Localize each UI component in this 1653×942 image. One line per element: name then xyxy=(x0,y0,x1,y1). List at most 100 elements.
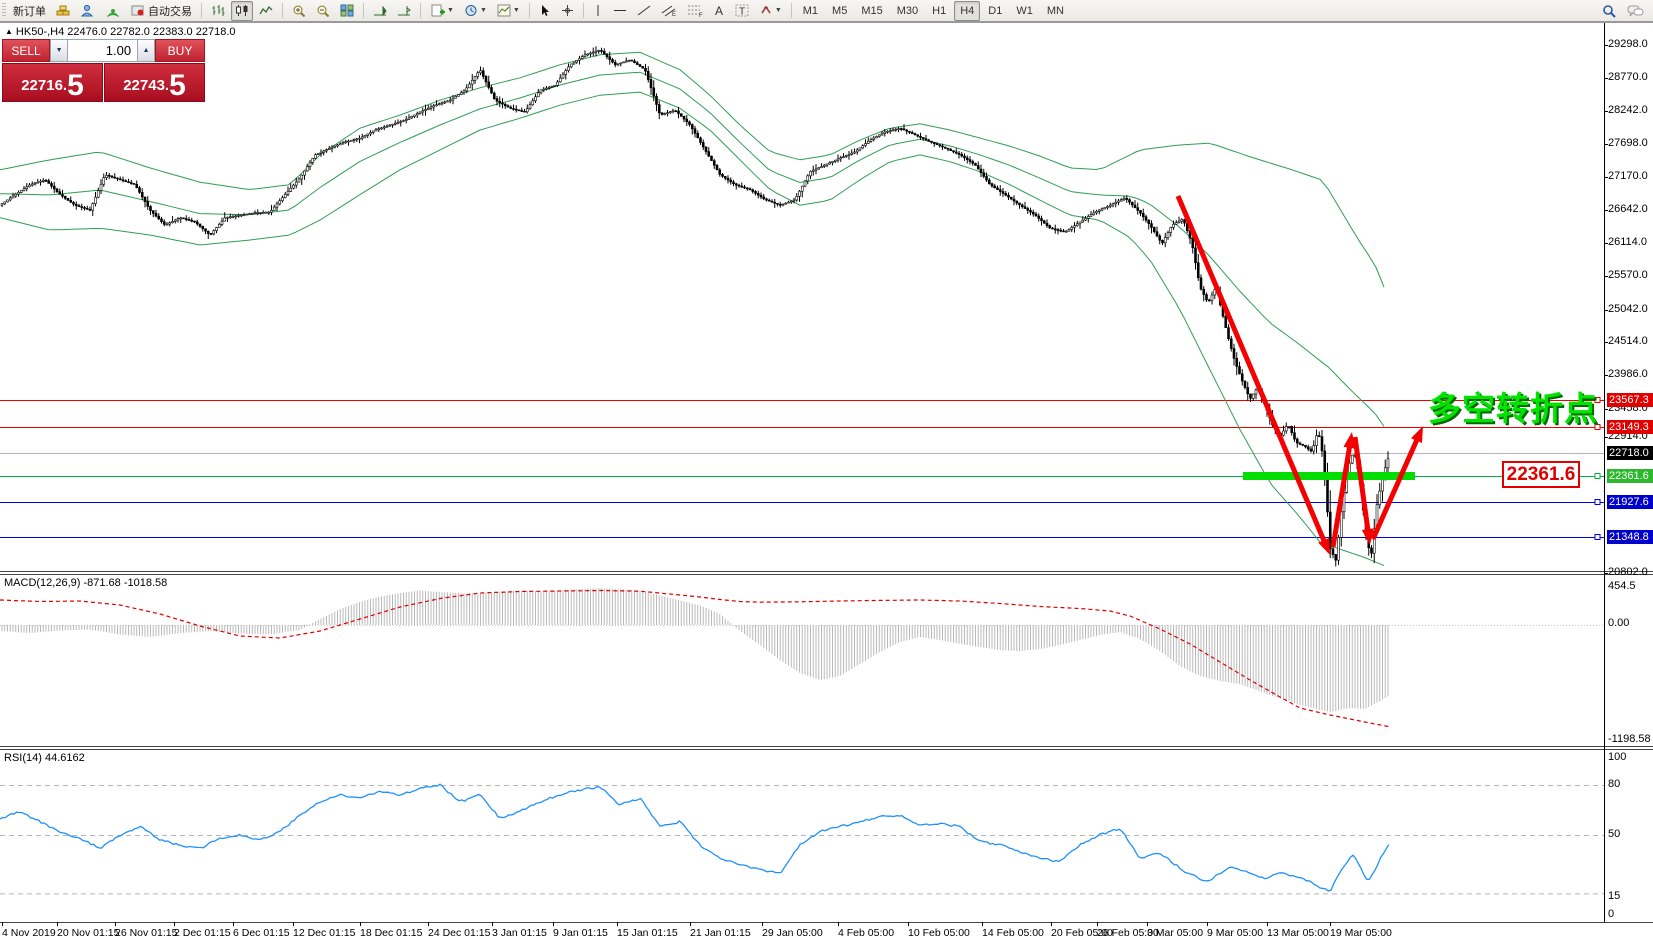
sell-price-panel[interactable]: 22716. 5 xyxy=(2,63,103,102)
price-tick-label: 26642.0 xyxy=(1608,203,1648,215)
chat-icon[interactable] xyxy=(1623,1,1648,21)
date-axis-label: 26 Feb 05:00 xyxy=(1097,927,1159,939)
timeframe-h1[interactable]: H1 xyxy=(932,4,947,17)
price-tick-label: 29298.0 xyxy=(1608,38,1648,50)
timeframe-d1[interactable]: D1 xyxy=(988,4,1003,17)
rsi-axis-label: 100 xyxy=(1608,751,1627,763)
templates-icon[interactable]: ▼ xyxy=(493,1,524,21)
price-callout-box[interactable]: 22361.6 xyxy=(1502,461,1580,488)
collapse-marker-icon[interactable]: ▲ xyxy=(5,27,13,36)
rsi-axis-label: 50 xyxy=(1608,828,1621,840)
line-chart-icon[interactable] xyxy=(255,1,277,21)
bar-chart-icon[interactable] xyxy=(207,1,229,21)
svg-text:E: E xyxy=(672,12,676,17)
date-axis-label: 19 Mar 05:00 xyxy=(1330,927,1392,939)
channel-icon[interactable]: E xyxy=(657,1,681,21)
svg-text:F: F xyxy=(699,13,703,17)
text-icon[interactable]: A xyxy=(709,1,729,21)
macd-axis-label: 0.00 xyxy=(1608,617,1630,629)
cursor-icon[interactable] xyxy=(535,1,555,21)
fibonacci-icon[interactable]: F xyxy=(683,1,707,21)
timeframe-m5[interactable]: M5 xyxy=(832,4,848,17)
add-indicator-icon[interactable]: ▼ xyxy=(426,1,458,21)
toolbar: 新订单 自动交易 ▼ ▼ ▼ E F A T ▼ M xyxy=(0,0,1653,22)
toolbar-separator xyxy=(790,3,792,18)
one-click-trading-panel: SELL ▼ ▲ BUY 22716.5 22743.5 xyxy=(2,39,205,102)
price-level-label: 21348.8 xyxy=(1607,530,1653,544)
timeframe-m30[interactable]: M30 xyxy=(896,4,919,17)
price-tick-label: 28770.0 xyxy=(1608,71,1648,83)
price-tick-label: 23986.0 xyxy=(1608,368,1648,380)
date-axis-label: 20 Nov 01:15 xyxy=(57,927,120,939)
price-level-label: 22718.0 xyxy=(1607,446,1653,460)
toolbar-separator xyxy=(528,3,530,18)
price-tick-label: 27170.0 xyxy=(1608,170,1648,182)
trendline-icon[interactable] xyxy=(633,1,655,21)
timeframe-h4[interactable]: H4 xyxy=(954,0,981,21)
timeframe-mn[interactable]: MN xyxy=(1046,4,1064,17)
autotrade-button[interactable]: 自动交易 xyxy=(127,1,196,21)
toolbar-separator xyxy=(363,3,364,18)
periods-icon[interactable]: ▼ xyxy=(460,1,491,21)
date-axis-label: 2 Dec 01:15 xyxy=(174,927,231,939)
date-axis-label: 4 Feb 05:00 xyxy=(838,927,895,939)
volume-increase-button[interactable]: ▲ xyxy=(137,39,156,62)
toolbar-grip[interactable] xyxy=(2,3,6,18)
date-axis-label: 15 Jan 01:15 xyxy=(617,927,678,939)
volume-decrease-button[interactable]: ▼ xyxy=(50,39,69,62)
toolbar-separator xyxy=(282,3,283,18)
price-tick-label: 25570.0 xyxy=(1608,269,1648,281)
svg-text:T: T xyxy=(739,7,745,18)
rsi-indicator-label: RSI(14) 44.6162 xyxy=(4,752,85,764)
toolbar-separator xyxy=(582,3,584,18)
date-axis-label: 9 Jan 01:15 xyxy=(553,927,608,939)
volume-input[interactable] xyxy=(68,39,138,62)
date-axis-label: 20 Feb 05:00 xyxy=(1051,927,1113,939)
price-level-label: 21927.6 xyxy=(1607,495,1653,509)
candle-chart-icon[interactable] xyxy=(231,0,253,21)
arrows-icon[interactable]: ▼ xyxy=(755,1,786,21)
date-axis-label: 3 Jan 01:15 xyxy=(492,927,547,939)
buy-button[interactable]: BUY xyxy=(155,39,205,62)
date-axis-label: 14 Feb 05:00 xyxy=(982,927,1044,939)
price-tick-label: 26114.0 xyxy=(1608,236,1647,248)
date-axis-label: 12 Dec 01:15 xyxy=(293,927,356,939)
timeframe-m15[interactable]: M15 xyxy=(861,4,883,17)
tile-windows-icon[interactable] xyxy=(336,1,358,21)
date-axis-label: 9 Mar 05:00 xyxy=(1207,927,1264,939)
toolbar-separator xyxy=(201,3,202,18)
macd-axis-label: -1198.58 xyxy=(1608,733,1651,745)
new-order-button[interactable]: 新订单 xyxy=(13,5,46,18)
sell-button[interactable]: SELL xyxy=(2,39,51,62)
macd-axis-label: 454.5 xyxy=(1608,580,1636,592)
turning-point-annotation: 多空转折点 xyxy=(1428,390,1598,427)
rsi-axis-label: 15 xyxy=(1608,890,1621,902)
horizontal-line-icon[interactable] xyxy=(609,1,631,21)
price-tick-label: 28242.0 xyxy=(1608,104,1648,116)
date-axis-label: 24 Dec 01:15 xyxy=(428,927,491,939)
search-icon[interactable] xyxy=(1598,1,1621,21)
macd-indicator-label: MACD(12,26,9) -871.68 -1018.58 xyxy=(4,577,168,589)
buy-price-panel[interactable]: 22743. 5 xyxy=(104,63,205,102)
chart-shift-icon[interactable] xyxy=(393,1,415,21)
add-account-icon[interactable] xyxy=(77,1,100,21)
price-tick-label: 25042.0 xyxy=(1608,303,1648,315)
auto-scroll-icon[interactable] xyxy=(369,1,391,21)
price-tick-label: 20802.0 xyxy=(1608,566,1648,578)
zoom-in-icon[interactable] xyxy=(288,1,310,21)
zoom-out-icon[interactable] xyxy=(312,1,334,21)
signals-icon[interactable] xyxy=(102,1,125,21)
date-axis-label: 18 Dec 01:15 xyxy=(360,927,423,939)
timeframe-m1[interactable]: M1 xyxy=(802,4,819,17)
crosshair-icon[interactable] xyxy=(557,1,578,21)
vertical-line-icon[interactable] xyxy=(589,1,607,21)
text-label-icon[interactable]: T xyxy=(731,1,753,21)
rsi-axis-label: 80 xyxy=(1608,778,1621,790)
chart-title: ▲ HK50-,H4 22476.0 22782.0 22383.0 22718.… xyxy=(5,26,236,38)
gold-bars-icon[interactable] xyxy=(52,1,75,21)
timeframe-w1[interactable]: W1 xyxy=(1016,4,1033,17)
price-level-label: 22361.6 xyxy=(1607,469,1653,483)
svg-text:A: A xyxy=(715,4,723,17)
